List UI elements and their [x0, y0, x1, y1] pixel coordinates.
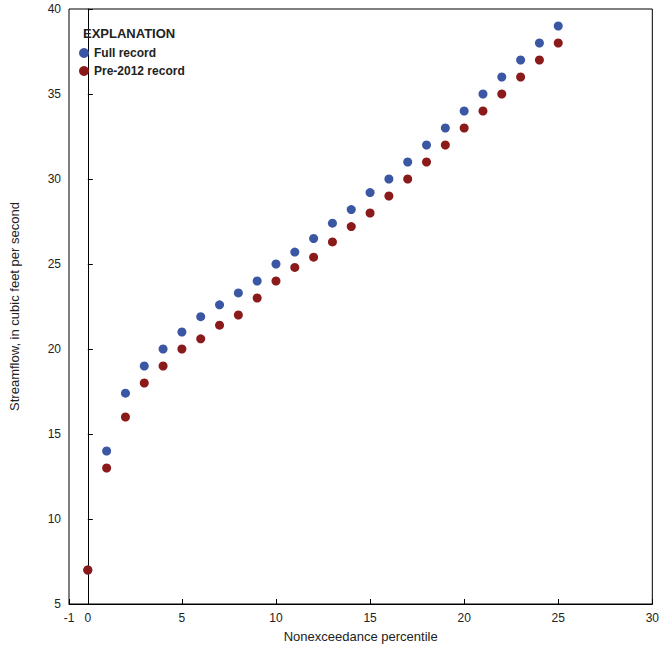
svg-text:30: 30: [48, 172, 62, 186]
svg-text:Pre-2012 record: Pre-2012 record: [94, 64, 185, 78]
svg-text:0: 0: [84, 611, 91, 625]
svg-text:30: 30: [646, 611, 660, 625]
svg-text:15: 15: [363, 611, 377, 625]
svg-text:EXPLANATION: EXPLANATION: [83, 26, 175, 41]
svg-text:35: 35: [48, 87, 62, 101]
svg-text:25: 25: [552, 611, 566, 625]
svg-text:25: 25: [48, 257, 62, 271]
svg-text:15: 15: [48, 427, 62, 441]
svg-text:Nonexceedance percentile: Nonexceedance percentile: [284, 629, 438, 644]
svg-text:40: 40: [48, 2, 62, 16]
svg-text:Streamflow, in cubic feet per: Streamflow, in cubic feet per second: [7, 202, 22, 411]
svg-text:5: 5: [54, 597, 61, 611]
svg-text:Full record: Full record: [94, 46, 156, 60]
svg-text:5: 5: [179, 611, 186, 625]
svg-text:10: 10: [48, 512, 62, 526]
svg-text:-1: -1: [64, 611, 75, 625]
svg-text:10: 10: [269, 611, 283, 625]
svg-text:20: 20: [457, 611, 471, 625]
svg-text:20: 20: [48, 342, 62, 356]
